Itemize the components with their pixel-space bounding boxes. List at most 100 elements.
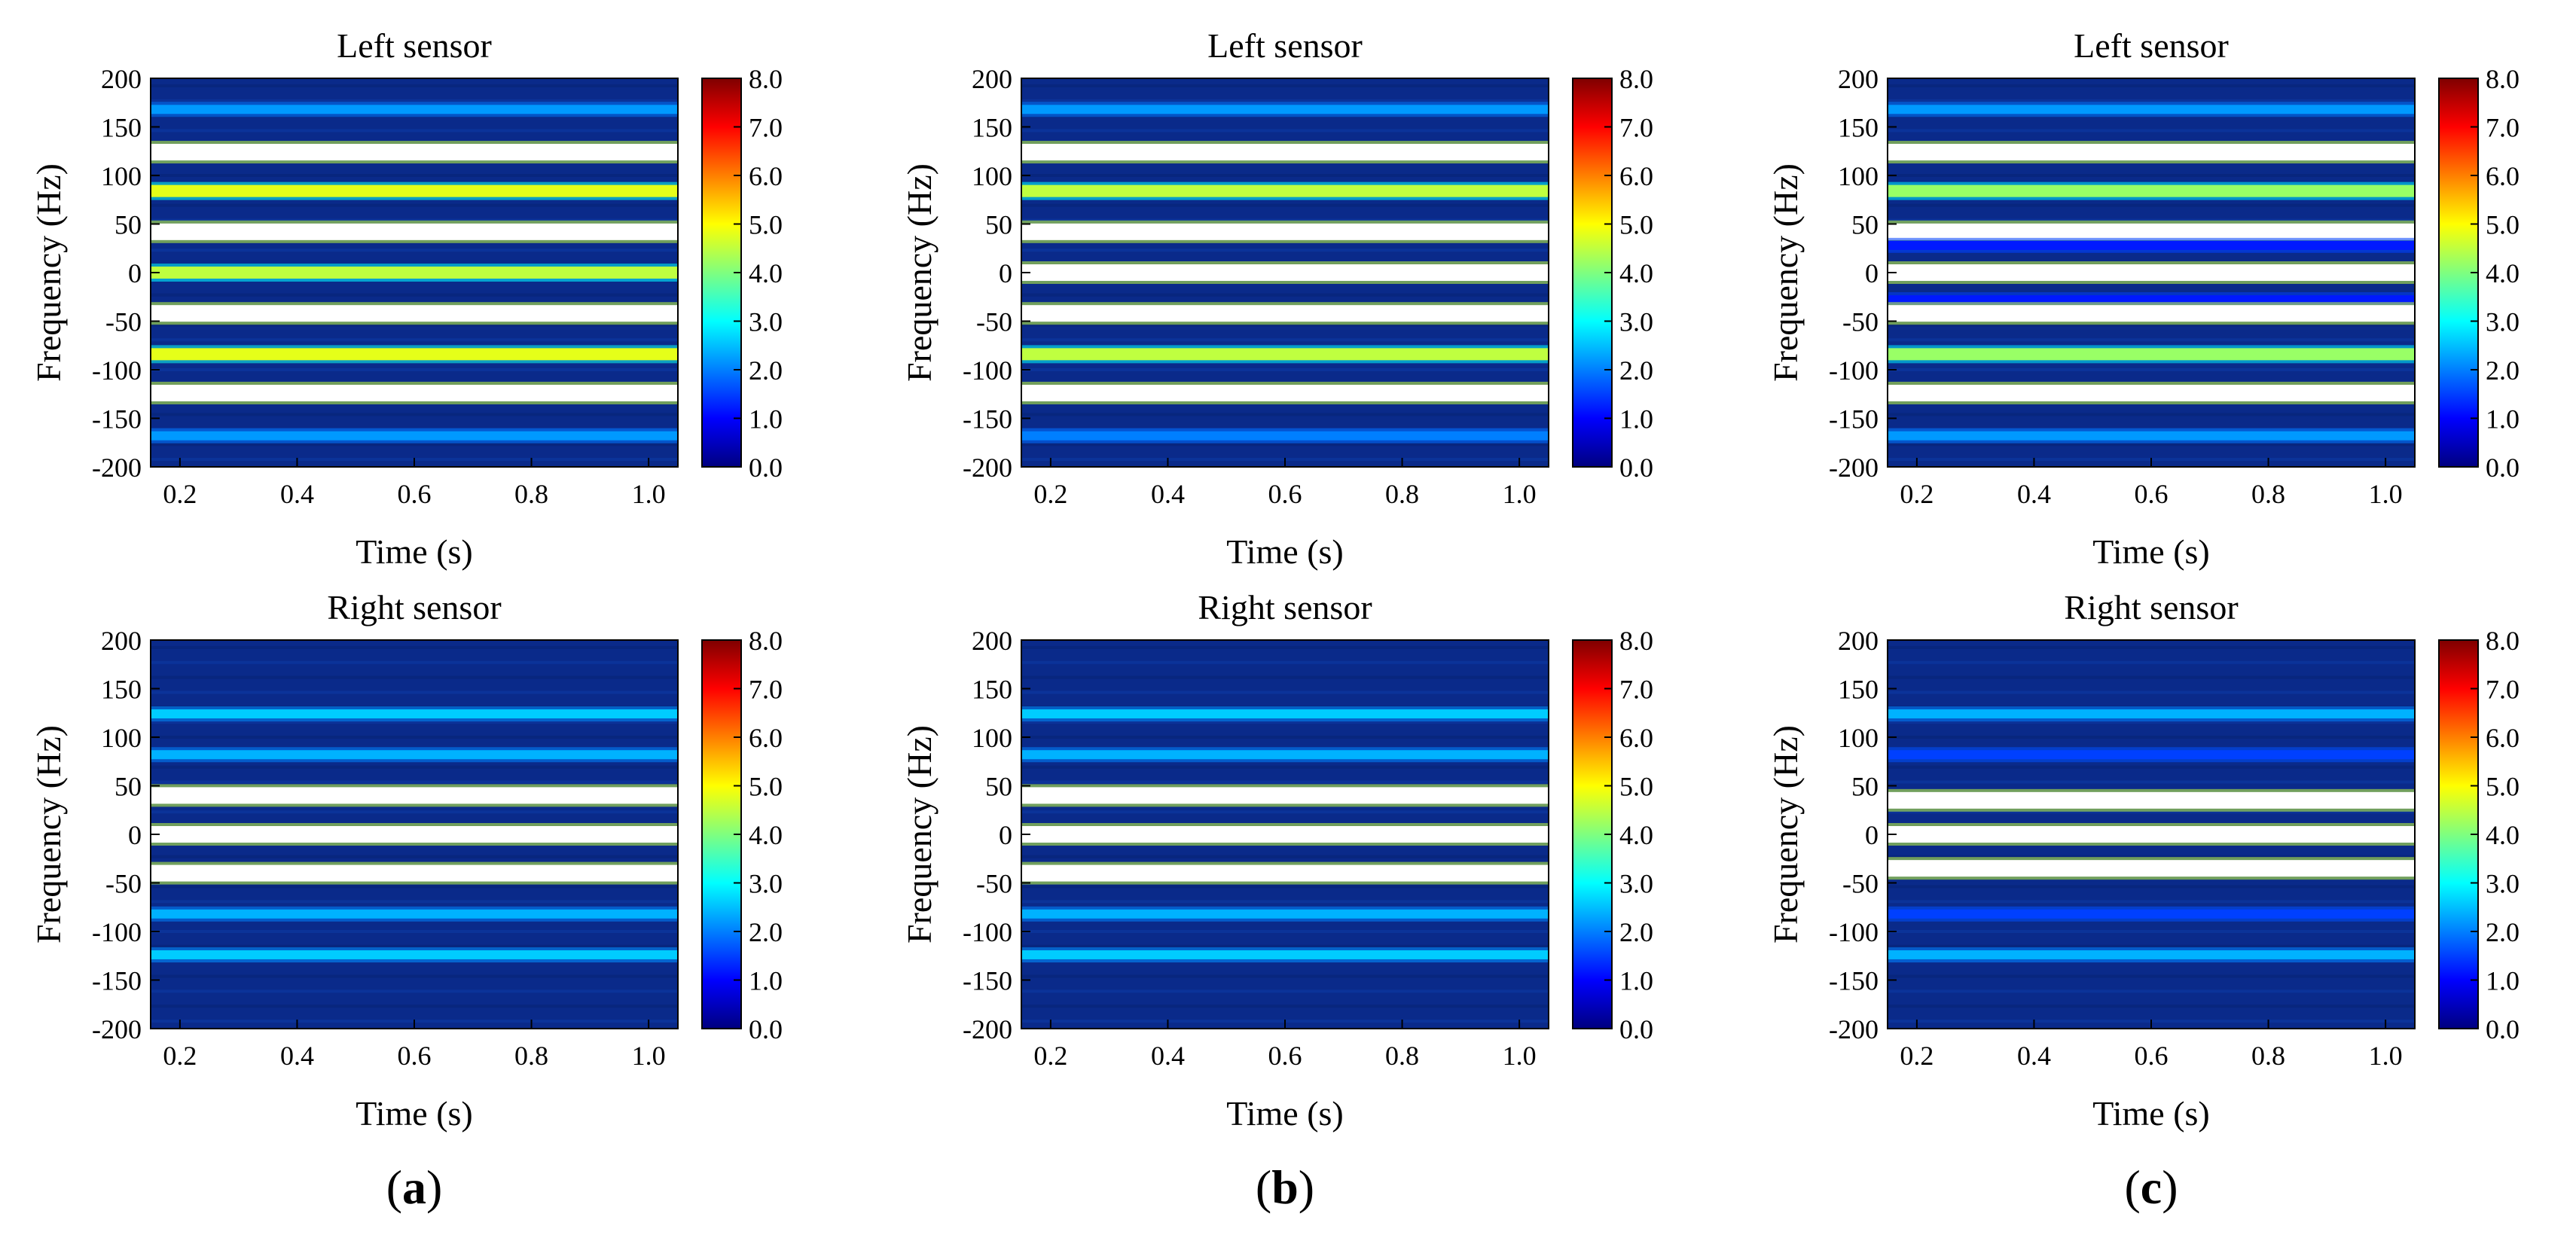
background-streak	[1021, 691, 1549, 694]
background-streak	[151, 974, 678, 978]
colorbar-tick-label: 5.0	[2486, 210, 2520, 240]
background-streak	[1021, 855, 1549, 858]
colorbar-tick-label: 1.0	[749, 966, 783, 996]
x-axis-label: Time (s)	[2092, 532, 2210, 571]
x-tick-label: 0.4	[280, 479, 314, 509]
background-streak	[151, 129, 678, 133]
colorbar-tick-label: 6.0	[1619, 723, 1653, 753]
panel-label: (c)	[2124, 1160, 2178, 1214]
background-streak	[1021, 443, 1549, 447]
band-0hz	[1021, 826, 1549, 843]
x-tick-label: 0.6	[1268, 479, 1302, 509]
x-axis-label: Time (s)	[356, 532, 473, 571]
band-42hz	[151, 223, 678, 240]
panel-label: (a)	[386, 1160, 443, 1214]
band--40hz	[151, 864, 678, 882]
band-35hz	[1888, 791, 2415, 809]
colorbar-tick-label: 7.0	[2486, 113, 2520, 143]
background-streak	[1021, 900, 1549, 904]
x-tick-label: 0.8	[2251, 479, 2285, 509]
band--168hz	[1021, 431, 1549, 441]
y-tick-label: 50	[1851, 210, 1879, 240]
x-tick-label: 0.2	[1033, 1041, 1067, 1071]
colorbar-tick-label: 6.0	[2486, 723, 2520, 753]
x-tick-label: 0.6	[1268, 1041, 1302, 1071]
band--124hz	[1888, 950, 2415, 959]
colorbar-tick-label: 8.0	[1619, 626, 1653, 656]
background-streak	[1888, 885, 2415, 889]
background-streak	[1888, 780, 2415, 784]
y-tick-label: -50	[976, 869, 1012, 899]
band-124hz	[1888, 144, 2415, 161]
chart-title: Right sensor	[2064, 588, 2238, 627]
band-0hz	[1021, 264, 1549, 281]
colorbar-scale	[701, 639, 742, 1029]
y-tick-label: -100	[92, 917, 142, 947]
colorbar: 8.0 7.0 6.0 5.0 4.0 3.0 2.0 1.0 0.0	[701, 64, 783, 483]
x-tick-label: 0.8	[1385, 479, 1419, 509]
background-streak	[1888, 368, 2415, 371]
colorbar-tick-label: 6.0	[749, 723, 783, 753]
background-streak	[151, 810, 678, 814]
y-tick-label: 100	[972, 161, 1012, 191]
y-tick-label: 200	[1838, 64, 1879, 94]
y-tick-label: 150	[972, 113, 1012, 143]
x-tick-label: 0.4	[1151, 1041, 1185, 1071]
y-tick-label: -50	[1842, 869, 1879, 899]
background-streak	[151, 930, 678, 933]
band-124hz	[1888, 709, 2415, 719]
colorbar-tick-label: 1.0	[2486, 966, 2520, 996]
background-streak	[151, 248, 678, 252]
y-tick-label: 100	[101, 161, 142, 191]
colorbar-tick-label: 4.0	[1619, 820, 1653, 850]
y-tick-label: -100	[963, 355, 1012, 386]
x-tick-label: 0.4	[280, 1041, 314, 1071]
background-streak	[1021, 885, 1549, 889]
colorbar-tick-label: 5.0	[1619, 210, 1653, 240]
y-tick-label: 0	[128, 820, 142, 850]
background-streak	[151, 675, 678, 679]
x-tick-label: 0.4	[1151, 479, 1185, 509]
colorbar-tick-label: 7.0	[1619, 675, 1653, 705]
band--124hz	[1021, 384, 1549, 401]
colorbar-tick-label: 0.0	[749, 1014, 783, 1044]
background-streak	[1888, 900, 2415, 904]
colorbar-tick-label: 5.0	[2486, 772, 2520, 802]
band--82hz	[1888, 909, 2415, 919]
band-82hz	[1021, 750, 1549, 760]
background-streak	[1021, 293, 1549, 297]
band-28hz	[1888, 240, 2415, 250]
y-tick-label: 50	[114, 772, 142, 802]
background-streak	[1888, 736, 2415, 739]
y-tick-label: -100	[1829, 355, 1879, 386]
y-tick-label: 50	[1851, 772, 1879, 802]
y-tick-label: 0	[1865, 258, 1879, 288]
background-streak	[1888, 675, 2415, 679]
band--84hz	[1888, 348, 2415, 361]
colorbar-tick-label: 1.0	[2486, 404, 2520, 434]
colorbar-tick-label: 5.0	[749, 772, 783, 802]
y-tick-label: -150	[963, 966, 1012, 996]
colorbar-tick-label: 0.0	[749, 453, 783, 483]
background-streak	[1888, 660, 2415, 664]
x-tick-label: 1.0	[632, 1041, 666, 1071]
colorbar-tick-label: 5.0	[1619, 772, 1653, 802]
colorbar-tick-label: 8.0	[1619, 64, 1653, 94]
y-axis-label: Frequency (Hz)	[900, 725, 939, 944]
band-40hz	[1021, 787, 1549, 804]
panel-label: (b)	[1256, 1160, 1314, 1214]
y-tick-label: 100	[1838, 723, 1879, 753]
background-streak	[1888, 1005, 2415, 1008]
band--35hz	[1888, 860, 2415, 877]
x-tick-label: 1.0	[1503, 1041, 1537, 1071]
y-tick-label: -150	[92, 966, 142, 996]
background-streak	[1021, 248, 1549, 252]
y-tick-label: -100	[92, 355, 142, 386]
y-tick-label: -50	[976, 307, 1012, 337]
x-tick-label: 0.6	[2135, 1041, 2169, 1071]
background-streak	[1888, 443, 2415, 447]
background-streak	[1888, 691, 2415, 694]
x-tick-label: 0.8	[2251, 1041, 2285, 1071]
colorbar-tick-label: 3.0	[1619, 869, 1653, 899]
